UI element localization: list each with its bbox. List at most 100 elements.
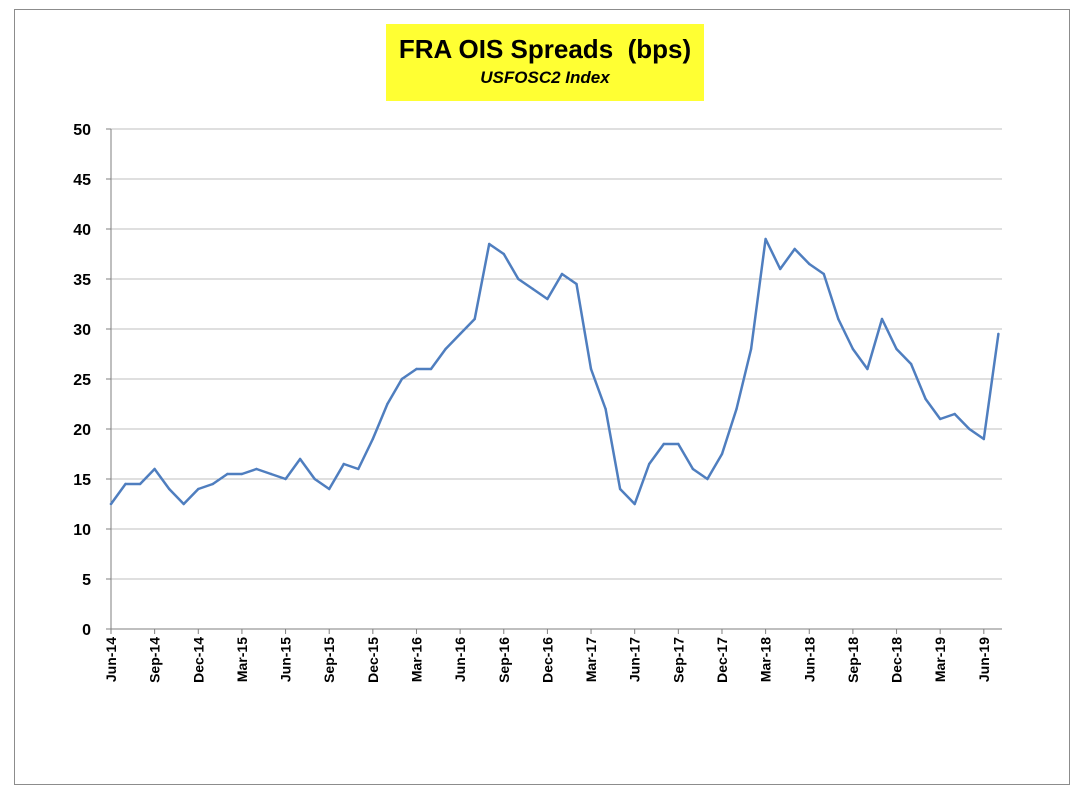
y-tick-label-5: 5 (82, 572, 91, 589)
x-tick-label-Jun-17: Jun-17 (627, 637, 643, 682)
grid-lines (111, 128, 1002, 580)
data-point-Aug-14 (138, 482, 142, 486)
y-tick-label-40: 40 (73, 222, 91, 239)
data-point-Nov-15 (357, 467, 360, 471)
x-tick-label-Dec-18: Dec-18 (889, 637, 905, 683)
data-point-Sep-15 (328, 487, 331, 491)
data-point-Sep-17 (677, 442, 680, 446)
data-point-Jul-18 (822, 272, 825, 276)
y-tick-label-45: 45 (73, 172, 91, 189)
x-tick-label-Mar-15: Mar-15 (234, 637, 250, 682)
data-point-Jan-15 (211, 482, 215, 486)
data-point-Jul-15 (298, 457, 302, 461)
x-tick-label-Mar-18: Mar-18 (758, 637, 774, 682)
x-axis-tick-labels: Jun-14 Sep-14 Dec-14 Mar-15 Jun-15 Sep-15 Dec-… (103, 637, 992, 683)
y-tick-label-20: 20 (73, 422, 91, 439)
x-tick-label-Jun-18: Jun-18 (801, 637, 817, 682)
data-point-Jun-15 (284, 477, 287, 481)
data-point-Sep-16 (502, 252, 505, 256)
axes (106, 128, 1002, 634)
x-tick-label-Mar-19: Mar-19 (932, 637, 948, 682)
data-point-Mar-19 (938, 417, 942, 421)
data-point-Dec-15 (371, 437, 375, 441)
y-tick-label-10: 10 (73, 522, 91, 539)
y-tick-label-30: 30 (73, 322, 91, 339)
data-point-Aug-16 (488, 242, 491, 246)
x-tick-label-Jun-14: Jun-14 (103, 637, 119, 682)
x-tick-label-Mar-17: Mar-17 (583, 637, 599, 682)
data-point-Oct-16 (517, 277, 520, 281)
data-point-Mar-16 (415, 367, 418, 371)
data-point-Sep-14 (153, 467, 156, 471)
x-tick-label-Sep-14: Sep-14 (147, 637, 163, 683)
data-point-Aug-15 (313, 477, 316, 481)
x-tick-label-Dec-17: Dec-17 (714, 637, 730, 683)
data-point-Jun-18 (808, 262, 811, 266)
data-point-Nov-18 (880, 317, 884, 321)
data-point-Oct-15 (342, 462, 345, 466)
x-tick-label-Jun-15: Jun-15 (278, 637, 294, 682)
chart-title-box: FRA OIS Spreads (bps) USFOSC2 Index (386, 24, 704, 101)
x-tick-label-Mar-16: Mar-16 (408, 637, 424, 682)
data-point-Jul-19 (997, 332, 1000, 336)
data-point-Jul-14 (124, 482, 127, 486)
data-point-Apr-15 (255, 467, 258, 471)
y-tick-label-15: 15 (73, 472, 91, 489)
data-point-May-19 (968, 427, 971, 431)
data-point-Jan-16 (386, 402, 389, 406)
data-point-Jan-17 (560, 272, 564, 276)
x-tick-label-Sep-16: Sep-16 (496, 637, 512, 683)
x-tick-label-Sep-15: Sep-15 (321, 637, 337, 683)
data-point-Jan-18 (735, 407, 738, 411)
x-tick-label-Dec-15: Dec-15 (365, 637, 381, 683)
data-point-Oct-17 (691, 467, 695, 471)
data-point-Apr-19 (953, 412, 956, 416)
series-layer (109, 237, 1000, 506)
data-point-Apr-18 (778, 267, 782, 271)
data-point-Oct-18 (866, 367, 869, 371)
chart-frame (14, 9, 1070, 785)
data-point-Apr-17 (604, 407, 607, 411)
data-point-Dec-14 (197, 487, 200, 491)
data-point-Aug-18 (837, 317, 840, 321)
series-line-0 (109, 237, 1000, 506)
data-point-May-15 (269, 472, 273, 476)
data-point-Feb-19 (924, 397, 927, 401)
data-point-Mar-18 (764, 237, 767, 241)
data-point-Nov-16 (531, 287, 535, 291)
data-point-Aug-17 (662, 442, 665, 446)
x-tick-label-Sep-18: Sep-18 (845, 637, 861, 683)
data-point-Jul-17 (648, 462, 651, 466)
data-point-Jun-19 (982, 437, 986, 441)
y-tick-label-25: 25 (73, 372, 91, 389)
data-point-May-16 (444, 347, 447, 351)
data-point-Apr-16 (429, 367, 433, 371)
data-point-Dec-16 (546, 297, 549, 301)
data-point-Dec-18 (895, 347, 898, 351)
chart-title: FRA OIS Spreads (bps) (398, 34, 692, 64)
data-point-Feb-18 (749, 347, 753, 351)
data-point-Jun-17 (633, 502, 636, 506)
x-tick-label-Jun-19: Jun-19 (976, 637, 992, 682)
data-point-Nov-17 (706, 477, 709, 481)
data-point-Mar-15 (240, 472, 244, 476)
data-point-Nov-14 (182, 502, 185, 506)
y-tick-label-0: 0 (82, 622, 91, 639)
data-point-May-17 (618, 487, 622, 491)
x-tick-label-Jun-16: Jun-16 (452, 637, 468, 682)
data-point-Sep-18 (851, 347, 855, 351)
y-tick-label-50: 50 (73, 122, 91, 139)
y-tick-label-35: 35 (73, 272, 91, 289)
x-tick-label-Dec-14: Dec-14 (190, 637, 206, 683)
data-point-Feb-15 (226, 472, 229, 476)
data-point-Oct-14 (167, 487, 171, 491)
data-point-Mar-17 (589, 367, 593, 371)
data-point-Jan-19 (909, 362, 913, 366)
chart-subtitle: USFOSC2 Index (480, 68, 610, 87)
data-point-Jun-14 (109, 502, 113, 506)
data-point-Feb-17 (575, 282, 578, 286)
data-point-Dec-17 (720, 452, 724, 456)
data-point-May-18 (793, 247, 796, 251)
x-tick-label-Dec-16: Dec-16 (539, 637, 555, 683)
